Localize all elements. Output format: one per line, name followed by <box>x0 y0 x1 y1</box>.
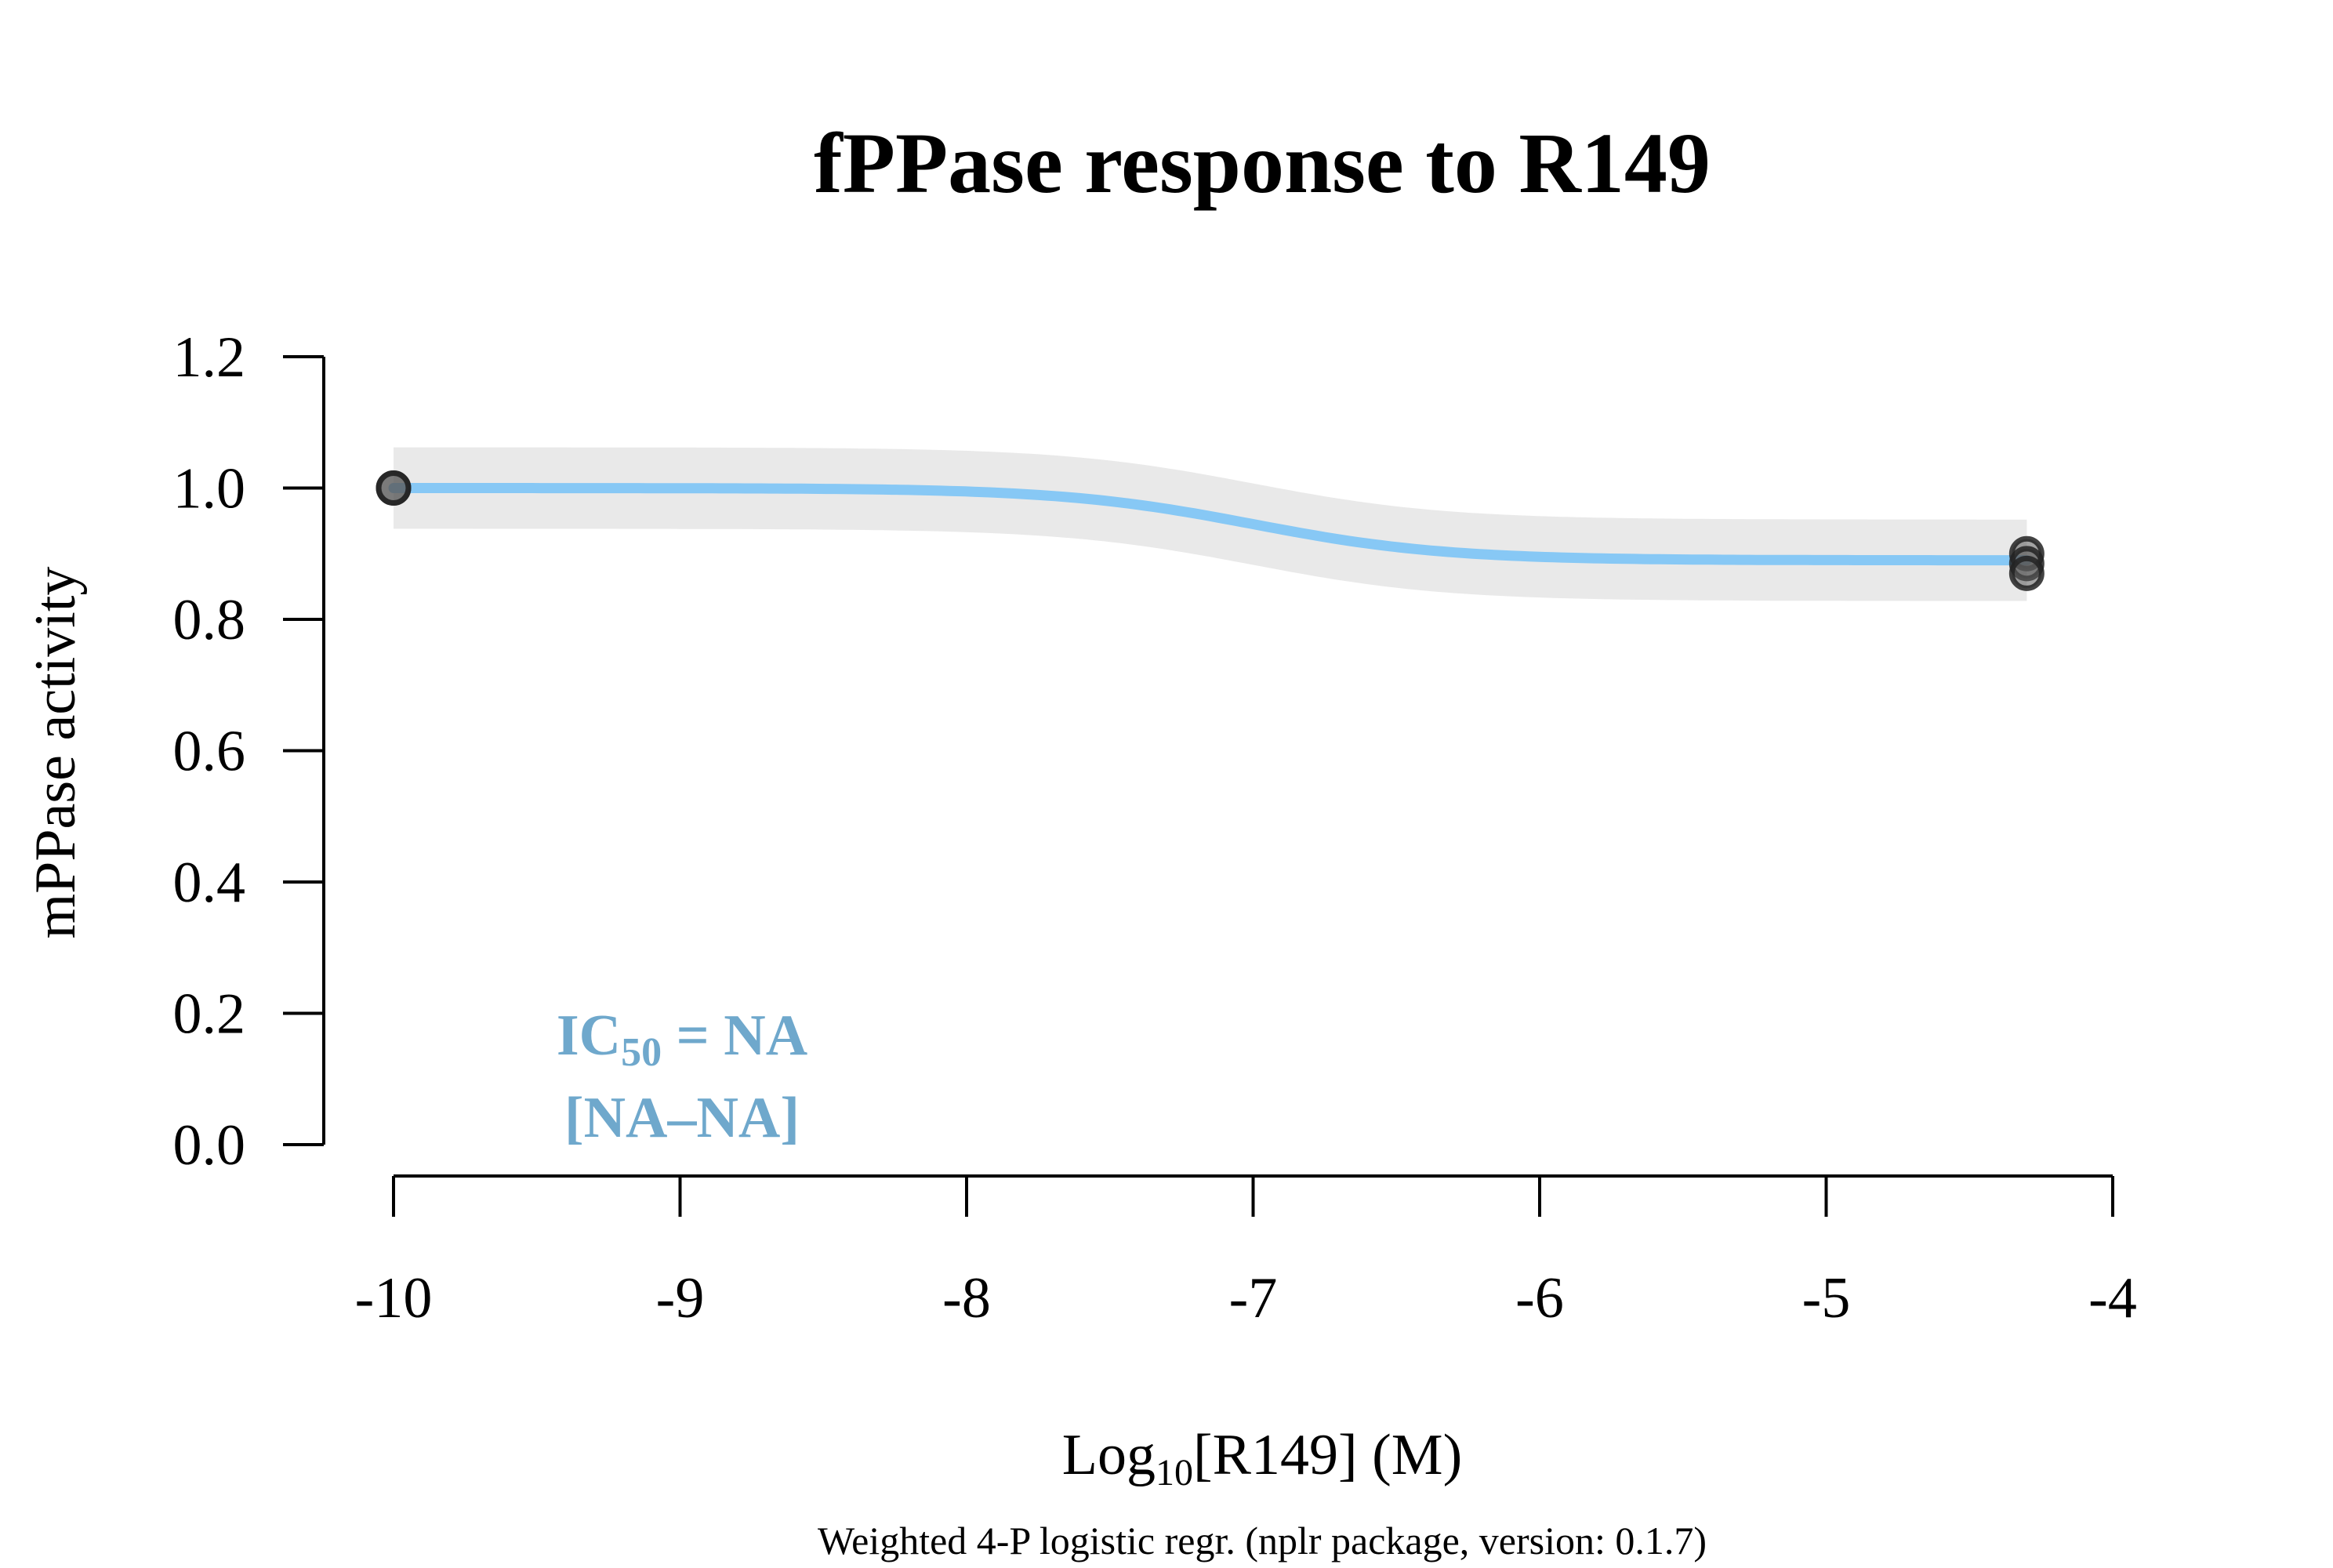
ic50-prefix: IC <box>557 1004 621 1068</box>
y-tick-label: 0.4 <box>173 851 246 915</box>
y-tick-label: 0.2 <box>173 982 246 1047</box>
y-tick-label: 1.2 <box>173 325 246 390</box>
x-axis: -10 -9 -8 -7 -6 -5 -4 <box>355 1174 2137 1330</box>
y-tick-label: 1.0 <box>173 457 246 521</box>
x-axis-label-prefix: Log <box>1062 1423 1156 1487</box>
data-point <box>376 470 412 506</box>
x-axis-label: Log10[R149] (M) <box>1062 1423 1462 1494</box>
chart-caption: Weighted 4-P logistic regr. (nplr packag… <box>818 1519 1707 1563</box>
ic50-value: = NA <box>662 1004 807 1068</box>
confidence-band-area <box>394 447 2027 601</box>
x-axis-label-subscript: 10 <box>1156 1452 1193 1494</box>
confidence-band <box>394 447 2027 601</box>
ic50-annotation: IC50 = NA <box>557 1004 807 1075</box>
y-tick-label: 0.6 <box>173 720 246 784</box>
x-axis-label-suffix: [R149] (M) <box>1193 1423 1462 1487</box>
ic50-subscript: 50 <box>621 1030 662 1075</box>
x-tick-label: -10 <box>355 1266 433 1330</box>
x-tick-label: -7 <box>1229 1266 1278 1330</box>
y-axis: 0.0 0.2 0.4 0.6 0.8 1.0 1.2 <box>173 325 325 1178</box>
x-tick-label: -5 <box>1802 1266 1851 1330</box>
data-point <box>2008 555 2045 591</box>
y-axis-label: mPPase activity <box>24 567 88 939</box>
fit-curve <box>388 483 2032 566</box>
ic50-interval: [NA–NA] <box>564 1086 800 1150</box>
x-tick-label: -8 <box>942 1266 991 1330</box>
x-tick-label: -6 <box>1515 1266 1564 1330</box>
y-tick-label: 0.0 <box>173 1113 246 1178</box>
y-tick-label: 0.8 <box>173 588 246 652</box>
fit-curve-line <box>388 483 2032 566</box>
x-tick-label: -9 <box>656 1266 705 1330</box>
chart-title: fPPase response to R149 <box>814 115 1711 211</box>
x-tick-label: -4 <box>2088 1266 2137 1330</box>
data-points <box>376 470 2045 591</box>
